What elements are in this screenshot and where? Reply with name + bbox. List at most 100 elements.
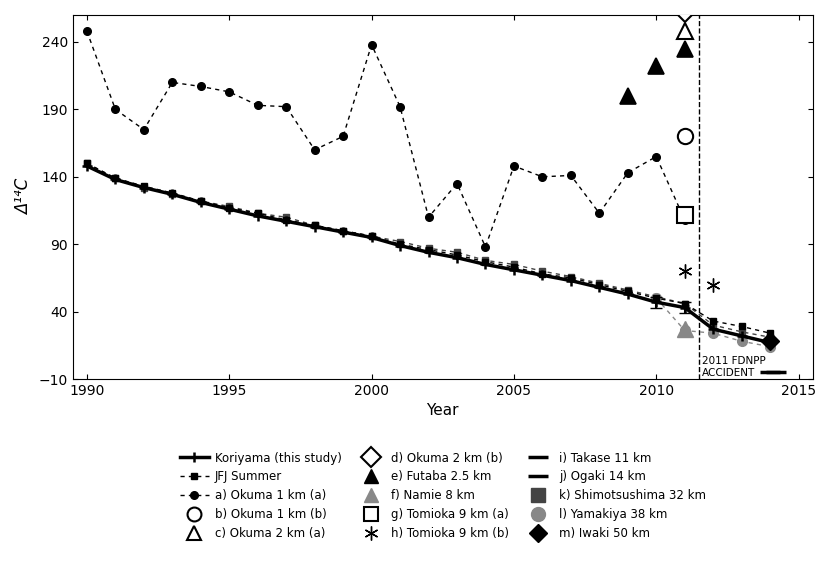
JFJ Summer <box>395 241 405 248</box>
Koriyama (this study) <box>310 223 320 230</box>
k) Shimotsushima 32 km <box>736 328 746 335</box>
Legend: Koriyama (this study), JFJ Summer, a) Okuma 1 km (a), b) Okuma 1 km (b), c) Okum: Koriyama (this study), JFJ Summer, a) Ok… <box>175 447 711 545</box>
Text: 2011 FDNPP
ACCIDENT: 2011 FDNPP ACCIDENT <box>702 356 766 378</box>
Koriyama (this study) <box>452 254 462 261</box>
e) Futaba 2.5 km <box>651 63 661 70</box>
a) Okuma 1 km (a) <box>282 103 292 110</box>
JFJ Summer <box>509 264 519 270</box>
Koriyama (this study) <box>167 191 177 198</box>
k) Shimotsushima 32 km <box>452 249 462 256</box>
Line: k) Shimotsushima 32 km: k) Shimotsushima 32 km <box>84 160 773 340</box>
l) Yamakiya 38 km <box>708 329 718 336</box>
JFJ Summer <box>196 198 206 205</box>
Koriyama (this study) <box>338 229 348 236</box>
k) Shimotsushima 32 km <box>423 245 433 252</box>
JFJ Summer <box>139 183 149 190</box>
k) Shimotsushima 32 km <box>680 300 690 307</box>
Line: Koriyama (this study): Koriyama (this study) <box>82 161 775 347</box>
JFJ Summer <box>594 281 604 288</box>
Koriyama (this study) <box>367 234 377 241</box>
JFJ Summer <box>452 252 462 258</box>
JFJ Summer <box>252 210 262 217</box>
JFJ Summer <box>282 217 292 223</box>
k) Shimotsushima 32 km <box>566 273 576 280</box>
a) Okuma 1 km (a) <box>196 83 206 90</box>
a) Okuma 1 km (a) <box>651 153 661 160</box>
Koriyama (this study) <box>139 184 149 191</box>
a) Okuma 1 km (a) <box>509 163 519 170</box>
l) Yamakiya 38 km <box>680 327 690 334</box>
a) Okuma 1 km (a) <box>537 174 547 180</box>
k) Shimotsushima 32 km <box>395 238 405 245</box>
Koriyama (this study) <box>110 176 120 183</box>
Line: a) Okuma 1 km (a): a) Okuma 1 km (a) <box>83 28 689 251</box>
a) Okuma 1 km (a) <box>566 172 576 179</box>
k) Shimotsushima 32 km <box>139 184 149 191</box>
k) Shimotsushima 32 km <box>338 227 348 234</box>
k) Shimotsushima 32 km <box>651 293 661 300</box>
a) Okuma 1 km (a) <box>82 28 92 34</box>
Koriyama (this study) <box>537 272 547 278</box>
k) Shimotsushima 32 km <box>708 321 718 328</box>
a) Okuma 1 km (a) <box>395 103 405 110</box>
k) Shimotsushima 32 km <box>766 334 776 341</box>
k) Shimotsushima 32 km <box>310 222 320 229</box>
k) Shimotsushima 32 km <box>509 261 519 268</box>
JFJ Summer <box>82 160 92 167</box>
a) Okuma 1 km (a) <box>167 79 177 86</box>
JFJ Summer <box>623 288 633 295</box>
Koriyama (this study) <box>566 277 576 284</box>
k) Shimotsushima 32 km <box>481 257 491 264</box>
JFJ Summer <box>708 317 718 324</box>
Koriyama (this study) <box>766 339 776 346</box>
Line: h) Tomioka 9 km (b): h) Tomioka 9 km (b) <box>678 264 721 292</box>
k) Shimotsushima 32 km <box>167 191 177 198</box>
e) Futaba 2.5 km <box>680 45 690 52</box>
Y-axis label: Δ¹⁴C: Δ¹⁴C <box>15 179 33 215</box>
a) Okuma 1 km (a) <box>680 217 690 223</box>
Koriyama (this study) <box>395 242 405 249</box>
JFJ Summer <box>680 300 690 307</box>
Koriyama (this study) <box>651 299 661 305</box>
a) Okuma 1 km (a) <box>423 214 433 221</box>
JFJ Summer <box>338 227 348 234</box>
l) Yamakiya 38 km <box>651 295 661 301</box>
Koriyama (this study) <box>282 218 292 225</box>
JFJ Summer <box>110 175 120 182</box>
Koriyama (this study) <box>708 325 718 332</box>
a) Okuma 1 km (a) <box>224 88 234 95</box>
e) Futaba 2.5 km <box>623 92 633 99</box>
Koriyama (this study) <box>509 266 519 273</box>
k) Shimotsushima 32 km <box>282 214 292 221</box>
Koriyama (this study) <box>82 163 92 170</box>
a) Okuma 1 km (a) <box>310 146 320 153</box>
k) Shimotsushima 32 km <box>537 268 547 274</box>
JFJ Summer <box>367 233 377 240</box>
k) Shimotsushima 32 km <box>623 286 633 293</box>
Line: l) Yamakiya 38 km: l) Yamakiya 38 km <box>651 293 775 352</box>
a) Okuma 1 km (a) <box>481 244 491 250</box>
JFJ Summer <box>423 246 433 253</box>
JFJ Summer <box>736 323 746 330</box>
Koriyama (this study) <box>736 332 746 339</box>
JFJ Summer <box>566 274 576 281</box>
JFJ Summer <box>537 270 547 277</box>
Koriyama (this study) <box>623 291 633 297</box>
Koriyama (this study) <box>680 304 690 311</box>
a) Okuma 1 km (a) <box>338 133 348 140</box>
h) Tomioka 9 km (b) <box>708 281 718 288</box>
Koriyama (this study) <box>423 249 433 256</box>
JFJ Summer <box>766 329 776 336</box>
Line: JFJ Summer: JFJ Summer <box>84 160 773 336</box>
k) Shimotsushima 32 km <box>224 203 234 210</box>
Koriyama (this study) <box>196 199 206 206</box>
k) Shimotsushima 32 km <box>252 210 262 217</box>
Koriyama (this study) <box>594 284 604 291</box>
Koriyama (this study) <box>224 206 234 213</box>
a) Okuma 1 km (a) <box>623 169 633 176</box>
Koriyama (this study) <box>252 213 262 219</box>
Line: e) Futaba 2.5 km: e) Futaba 2.5 km <box>620 41 692 104</box>
JFJ Summer <box>310 222 320 229</box>
k) Shimotsushima 32 km <box>110 175 120 182</box>
k) Shimotsushima 32 km <box>82 160 92 167</box>
